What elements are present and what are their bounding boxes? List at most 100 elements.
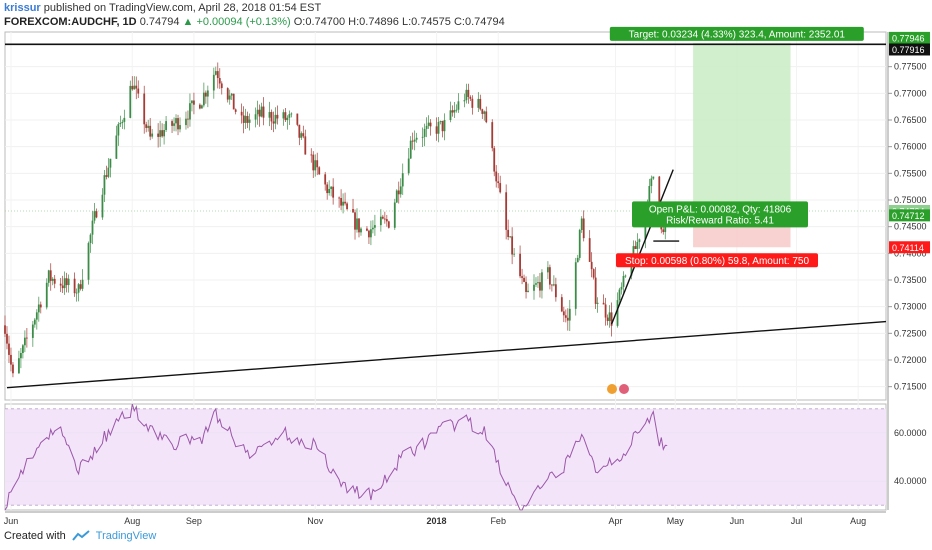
price-tick-label: 0.75000 <box>894 195 927 205</box>
candle-body <box>479 98 482 110</box>
candle-body <box>608 312 611 322</box>
candle-body <box>226 88 229 100</box>
candle-body <box>95 211 98 218</box>
publisher-line: krissur published on TradingView.com, Ap… <box>4 2 321 14</box>
risk-reward-text: Risk/Reward Ratio: 5.41 <box>666 215 774 226</box>
candle-body <box>312 154 315 171</box>
candle-body <box>395 190 398 203</box>
candle-body <box>143 93 146 125</box>
rsi-line <box>4 403 668 511</box>
candle-body <box>411 140 414 142</box>
candle-body <box>316 160 319 168</box>
candle-body <box>131 85 134 90</box>
candle-body <box>123 117 126 122</box>
pnl-label-box <box>632 201 808 228</box>
candle-body <box>318 167 321 175</box>
candle-body <box>409 140 412 159</box>
candle-body <box>421 136 424 138</box>
candle-body <box>149 125 152 137</box>
candle-body <box>198 104 201 109</box>
stop-label-text: Stop: 0.00598 (0.80%) 59.8, Amount: 750 <box>625 256 809 267</box>
candle-body <box>137 88 140 94</box>
candle-body <box>596 302 599 304</box>
candle-body <box>157 133 160 137</box>
price-tick-label: 0.76000 <box>894 142 927 152</box>
candle-body <box>133 85 136 90</box>
candle-body <box>451 110 454 113</box>
candle-body <box>21 345 24 354</box>
candle-body <box>441 121 444 132</box>
candle-body <box>65 278 68 286</box>
candle-body <box>20 353 22 359</box>
candle-body <box>232 93 235 110</box>
candle-body <box>439 121 442 122</box>
candle-body <box>51 278 54 281</box>
symbol-name: FOREXCOM:AUDCHF, 1D <box>4 16 137 28</box>
candle-body <box>423 128 426 137</box>
candle-body <box>485 111 488 123</box>
candle-body <box>413 139 416 142</box>
candle-body <box>200 105 203 109</box>
candle-body <box>652 176 655 179</box>
target-label: Target: 0.03234 (4.33%) 323.4, Amount: 2… <box>609 26 864 41</box>
candle-body <box>372 227 374 230</box>
candle-body <box>260 106 263 117</box>
candle-body <box>77 284 80 293</box>
candle-body <box>326 184 329 194</box>
candle-body <box>73 278 76 294</box>
candle-body <box>338 197 341 199</box>
candle-body <box>497 181 500 184</box>
candle-body <box>234 109 237 112</box>
candle-body <box>193 100 195 105</box>
footer: Created with TradingView <box>4 530 156 542</box>
candle-body <box>457 101 460 110</box>
target-label-text: Target: 0.03234 (4.33%) 323.4, Amount: 2… <box>629 29 846 40</box>
candle-body <box>481 109 484 114</box>
candle-body <box>101 194 104 218</box>
candle-body <box>214 71 217 75</box>
candle-body <box>159 130 162 137</box>
candle-body <box>594 277 597 304</box>
candle-body <box>33 319 36 325</box>
price-flag-box <box>889 209 930 222</box>
event-flag-ch <box>619 384 629 394</box>
rsi-tick-label: 60.0000 <box>894 428 927 438</box>
candle-body <box>173 123 175 126</box>
candle-body <box>23 337 26 346</box>
created-with-text: Created with <box>4 530 66 542</box>
candle-body <box>177 118 179 130</box>
price-tick-label: 0.74000 <box>894 248 927 258</box>
candle-body <box>6 333 8 344</box>
price-tick-label: 0.75500 <box>894 168 927 178</box>
candle-body <box>393 202 396 228</box>
candle-body <box>109 158 112 168</box>
time-tick-label: Jul <box>791 516 803 526</box>
price-flag-stop: 0.74114 <box>889 241 930 254</box>
ohlc-values: O:0.74700 H:0.74896 L:0.74575 C:0.74794 <box>293 16 505 28</box>
candle-body <box>539 282 541 291</box>
candle-body <box>383 218 386 220</box>
pnl-label-text: Open P&L: 0.00082, Qty: 41806 <box>649 204 792 215</box>
candle-body <box>105 175 108 177</box>
candle-body <box>171 121 173 126</box>
candle-body <box>505 192 508 230</box>
candle-body <box>107 167 110 177</box>
publisher-username[interactable]: krissur <box>4 2 41 14</box>
candle-body <box>161 130 164 137</box>
candle-body <box>248 119 251 123</box>
profit-zone <box>693 42 791 216</box>
candle-body <box>272 121 275 124</box>
candle-body <box>119 122 122 125</box>
candle-body <box>425 125 428 129</box>
stop-label: Stop: 0.00598 (0.80%) 59.8, Amount: 750 <box>616 253 818 268</box>
candle-body <box>147 125 150 128</box>
candle-body <box>274 114 277 124</box>
candle-body <box>324 174 327 185</box>
tradingview-link[interactable]: TradingView <box>95 530 157 542</box>
price-flag-box <box>889 43 930 56</box>
candle-body <box>270 112 273 122</box>
candle-body <box>135 85 138 89</box>
candle-body <box>189 103 191 120</box>
candle-body <box>344 201 346 204</box>
